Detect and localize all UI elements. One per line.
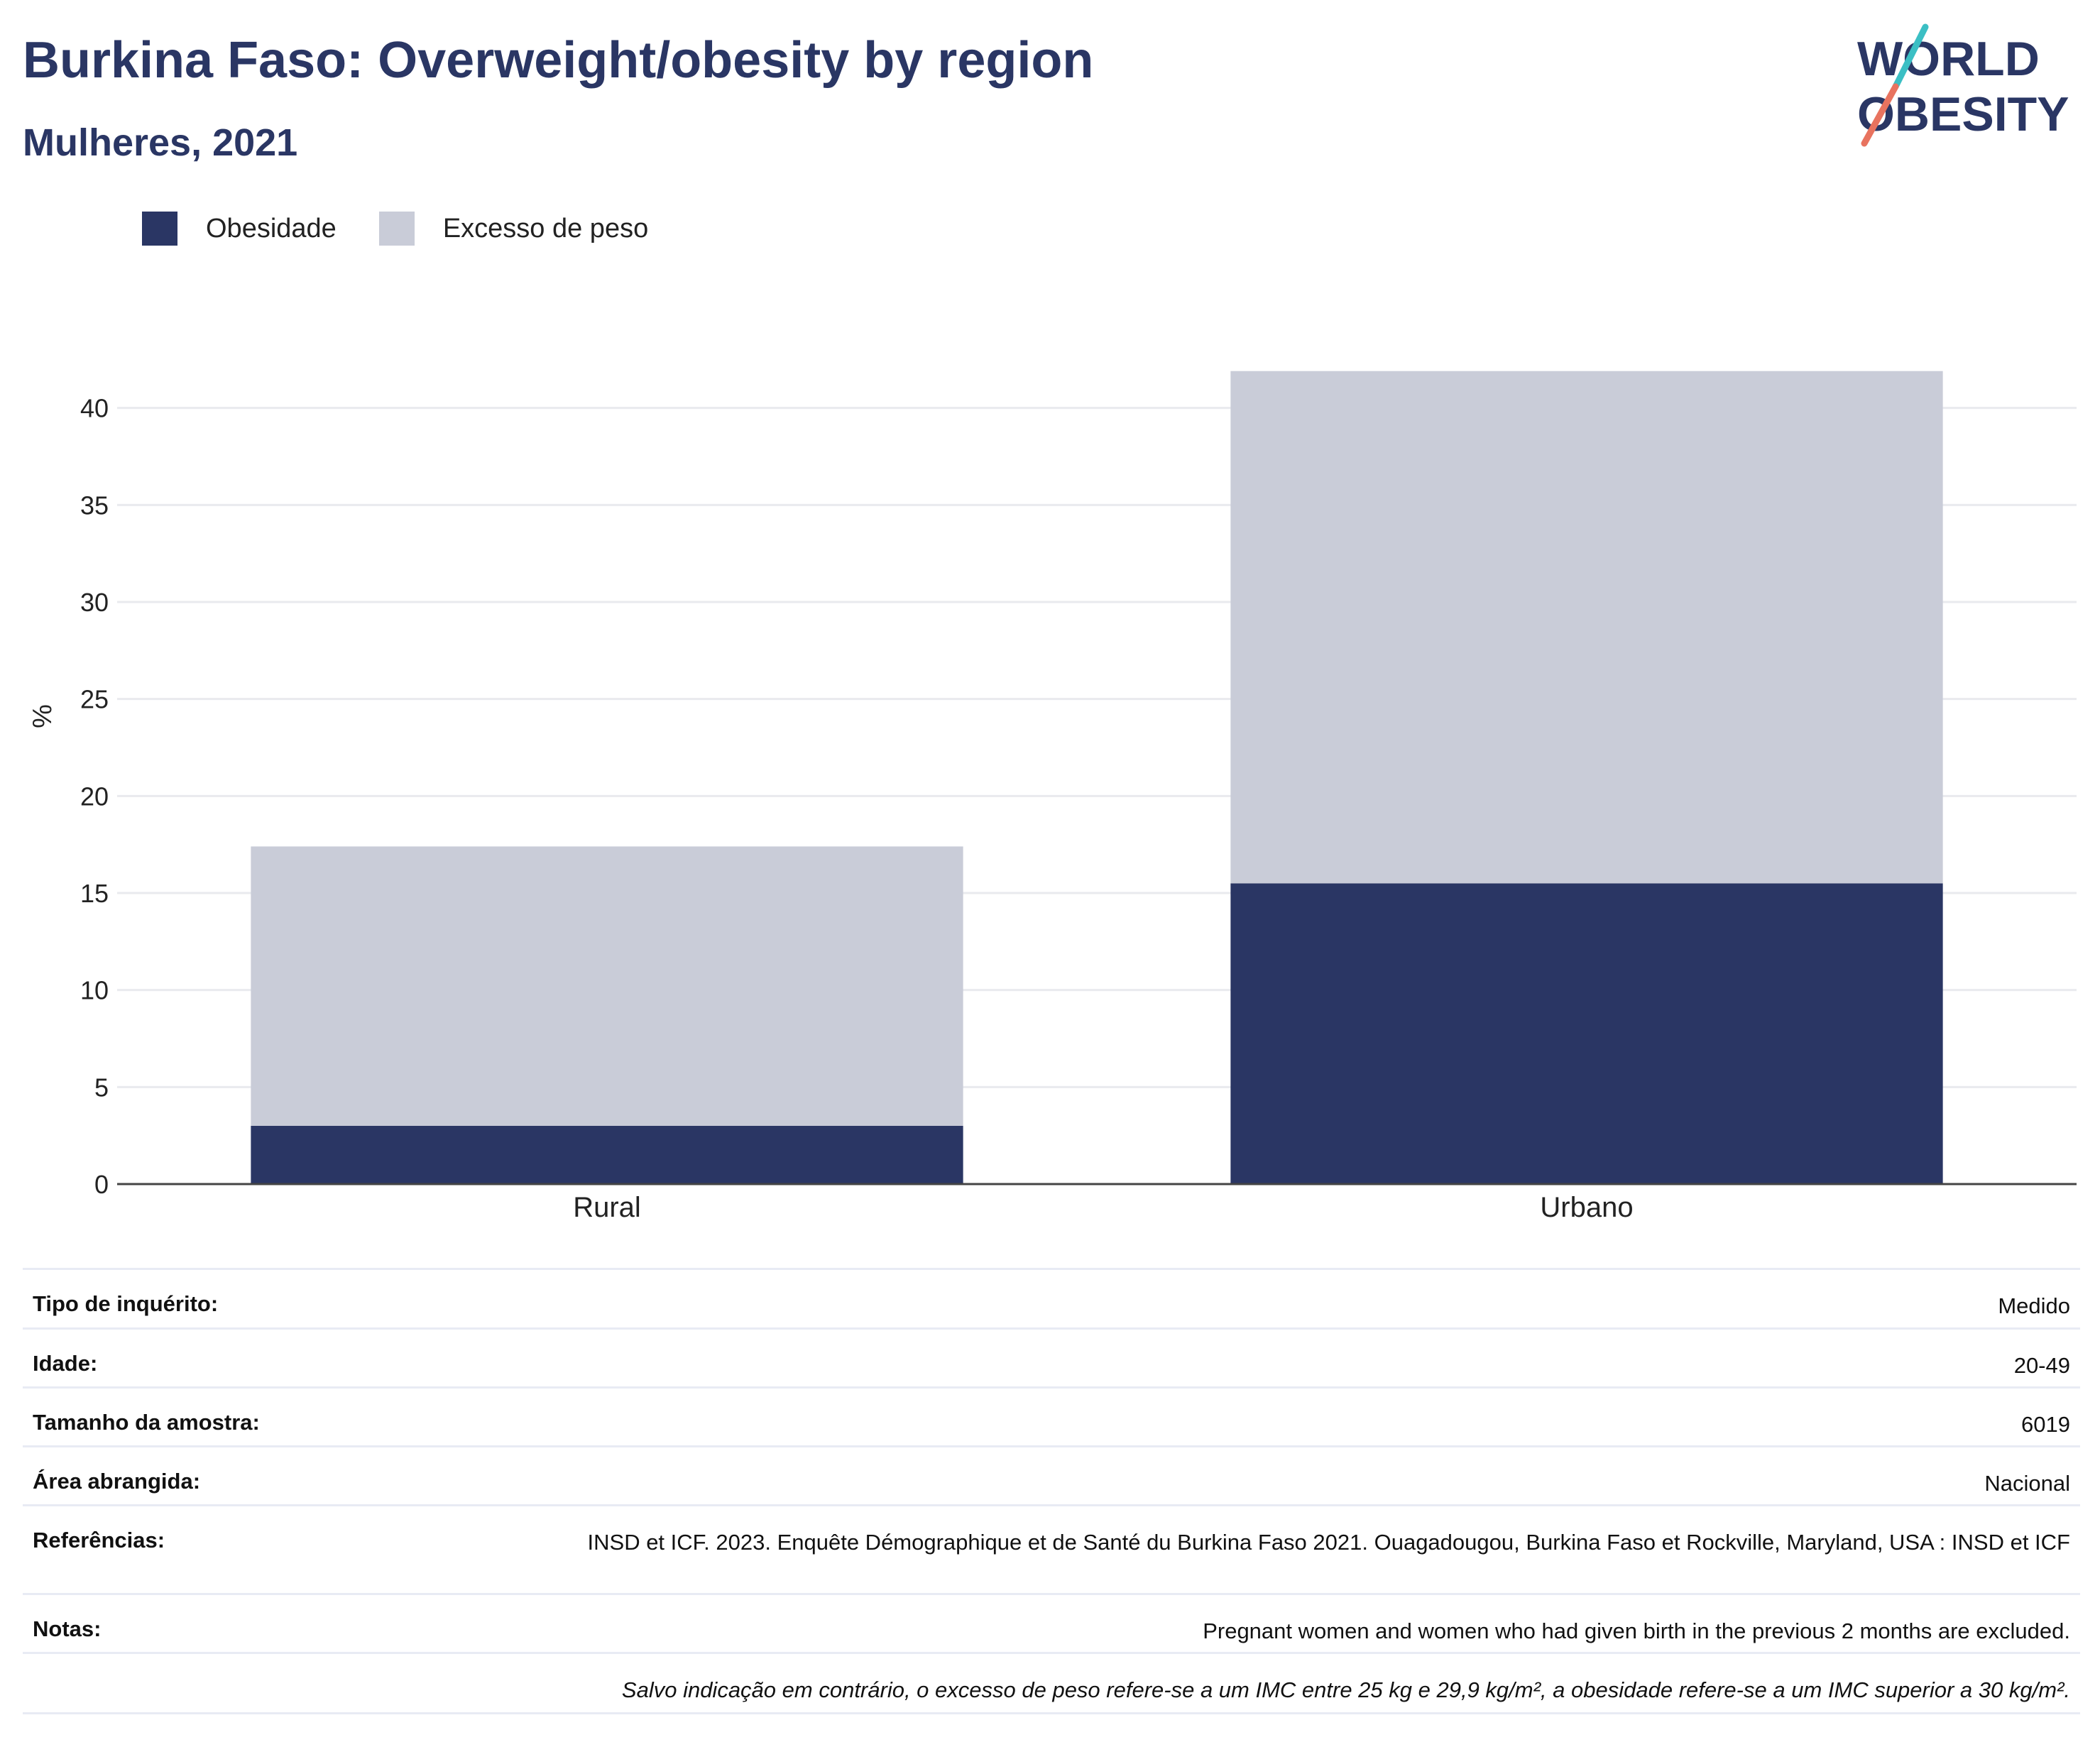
stacked-bar-chart: 0 5 10 15 20 25 30 35 40% Rural Urbano [28,371,2077,1223]
legend-label-excesso-de-peso: Excesso de peso [442,213,649,243]
legend-swatch-excesso-de-peso [378,212,415,246]
info-row-sample-size: Tamanho da amostra: 6019 [23,1386,2080,1445]
bar-obesidade-rural [251,1126,963,1184]
y-tick-label: 40 [80,394,109,423]
x-tick-label: Rural [573,1192,641,1223]
y-tick-label: 30 [80,588,109,617]
world-obesity-logo: WORLD OBESITY [1857,23,2069,147]
bar-obesidade-urbano [1230,883,1943,1184]
y-tick-label: 5 [94,1073,109,1102]
info-value: Nacional [1984,1471,2070,1496]
info-row-footnote: Salvo indicação em contrário, o excesso … [23,1652,2080,1714]
info-value: 6019 [2021,1412,2070,1437]
x-tick-label: Urbano [1540,1192,1633,1223]
info-value: INSD et ICF. 2023. Enquête Démographique… [587,1530,2070,1555]
info-value: 20-49 [2013,1353,2070,1378]
bar-excesso-de-peso-urbano [1230,371,1943,884]
info-label: Notas: [33,1616,102,1641]
y-tick-label: 25 [80,685,109,714]
info-row-survey-type: Tipo de inquérito: Medido [23,1268,2080,1327]
y-tick-label: 15 [80,879,109,908]
svg-text:WORLD: WORLD [1857,32,2040,86]
bar-excesso-de-peso-rural [251,846,963,1126]
legend-label-obesidade: Obesidade [206,213,337,243]
info-value: Pregnant women and women who had given b… [1203,1619,2070,1643]
info-label: Área abrangida: [33,1469,201,1494]
y-tick-label: 35 [80,491,109,520]
legend-item-excesso-de-peso[interactable]: Excesso de peso [378,212,649,246]
info-value: Medido [1998,1293,2070,1318]
info-label: Idade: [33,1351,98,1376]
info-row-notes: Notas: Pregnant women and women who had … [23,1593,2080,1652]
info-label: Referências: [33,1528,165,1552]
y-axis-title: % [28,704,58,728]
info-row-references: Referências: INSD et ICF. 2023. Enquête … [23,1504,2080,1593]
page-title: Burkina Faso: Overweight/obesity by regi… [23,32,1094,89]
legend-item-obesidade[interactable]: Obesidade [142,212,337,246]
info-row-area: Área abrangida: Nacional [23,1445,2080,1504]
info-label: Tamanho da amostra: [33,1410,260,1435]
y-tick-label: 10 [80,976,109,1005]
info-label: Tipo de inquérito: [33,1291,219,1316]
chart-legend: Obesidade Excesso de peso [142,212,691,246]
info-row-age: Idade: 20-49 [23,1327,2080,1386]
y-tick-label: 20 [80,782,109,811]
page-subtitle: Mulheres, 2021 [23,121,298,164]
legend-swatch-obesidade [142,212,177,246]
footnote: Salvo indicação em contrário, o excesso … [621,1677,2070,1702]
survey-info-table: Tipo de inquérito: Medido Idade: 20-49 T… [23,1268,2080,1714]
y-tick-label: 0 [94,1170,109,1199]
